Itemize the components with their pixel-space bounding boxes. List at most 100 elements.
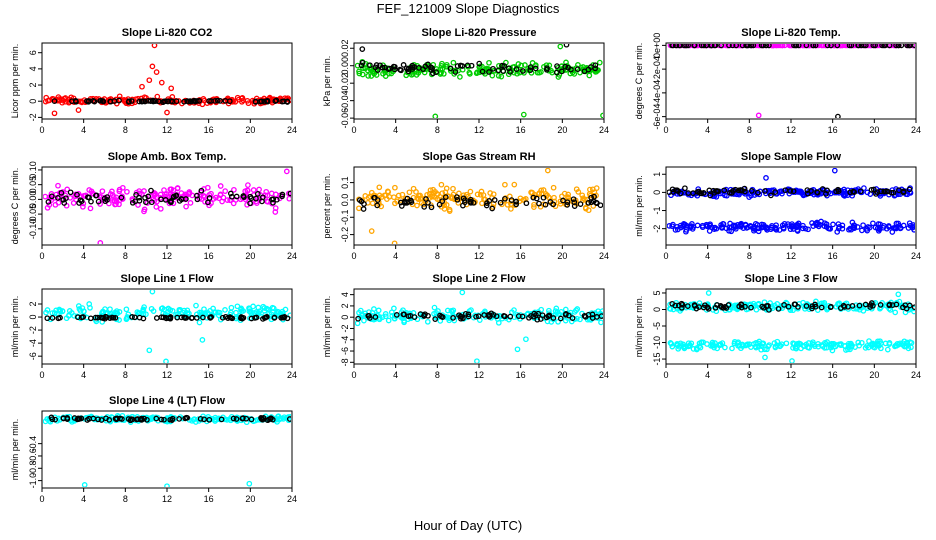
- slope-point: [80, 203, 86, 210]
- mean-point: [64, 415, 71, 421]
- mean-point: [258, 98, 265, 105]
- mean-point: [585, 199, 592, 206]
- slope-point: [773, 222, 779, 229]
- mean-point: [87, 315, 94, 322]
- mean-point: [405, 68, 412, 75]
- y-axis-label: ml/min per min.: [634, 175, 644, 237]
- x-tick-label: 4: [393, 370, 398, 380]
- slope-point: [779, 44, 785, 49]
- slope-point: [274, 308, 281, 315]
- mean-point: [398, 203, 405, 209]
- x-tick-label: 4: [81, 251, 86, 261]
- slope-point: [44, 204, 51, 211]
- y-axis-label: percent per min.: [322, 173, 332, 238]
- slope-outlier-point: [523, 336, 529, 343]
- mean-point: [161, 416, 167, 423]
- mean-point: [208, 314, 215, 320]
- mean-point: [71, 415, 78, 421]
- slope-point: [113, 201, 119, 208]
- slope-point: [113, 194, 120, 201]
- mean-point: [49, 315, 56, 321]
- x-tick-label: 8: [747, 125, 752, 135]
- slope-point: [435, 308, 441, 314]
- slope-point: [842, 343, 848, 349]
- plot-frame: [353, 288, 605, 365]
- slope-point: [207, 307, 213, 314]
- slope-point: [157, 205, 164, 212]
- mean-point: [409, 66, 416, 72]
- slope-point: [596, 59, 603, 66]
- slope-point: [438, 181, 445, 188]
- slope-point: [785, 187, 791, 194]
- slope-point: [582, 204, 589, 211]
- mean-point: [160, 314, 167, 321]
- panel-title: Slope Li-820 CO2: [122, 27, 212, 39]
- x-tick-label: 0: [663, 251, 668, 261]
- mean-point: [855, 44, 862, 49]
- mean-point: [577, 201, 584, 207]
- mean-point: [790, 188, 797, 195]
- mean-point: [73, 98, 79, 105]
- x-tick-label: 8: [435, 251, 440, 261]
- panel-4: Slope Amb. Box Temp. 0 4 8 12 16 20 24 -0.10-0.0…: [10, 151, 297, 261]
- slope-outlier-point: [146, 77, 153, 84]
- mean-point: [530, 313, 537, 320]
- y-tick-label: 0: [340, 315, 350, 320]
- mean-point: [193, 315, 200, 321]
- slope-outlier-point: [97, 240, 104, 244]
- mean-point: [705, 305, 712, 312]
- mean-point: [473, 313, 479, 320]
- slope-point: [280, 416, 287, 422]
- slope-point: [767, 226, 774, 233]
- mean-point: [748, 304, 754, 311]
- slope-point: [489, 72, 496, 79]
- y-tick-label: -0.1: [340, 210, 350, 226]
- slope-outlier-point: [51, 110, 58, 117]
- slope-point: [468, 307, 474, 313]
- mean-point: [787, 188, 794, 194]
- x-tick-label: 4: [81, 125, 86, 135]
- slope-point: [836, 223, 843, 230]
- mean-point: [545, 313, 552, 319]
- slope-point: [754, 222, 761, 228]
- mean-point: [835, 188, 842, 195]
- mean-point: [684, 303, 691, 309]
- mean-point: [519, 313, 526, 320]
- slope-point: [52, 201, 59, 208]
- y-tick-label: 0.1: [340, 176, 350, 189]
- x-tick-label: 24: [287, 251, 297, 261]
- x-tick-label: 16: [204, 125, 214, 135]
- mean-point: [229, 193, 235, 200]
- mean-point: [491, 197, 498, 203]
- panel-title: Slope Line 3 Flow: [745, 273, 838, 285]
- slope-point: [193, 311, 200, 318]
- mean-point: [828, 44, 834, 49]
- y-axis-label: Licor ppm per min.: [10, 44, 20, 119]
- slope-outlier-point: [153, 69, 160, 75]
- slope-point: [228, 304, 235, 311]
- mean-point: [150, 97, 156, 104]
- slope-point: [758, 224, 765, 231]
- mean-point: [454, 63, 461, 69]
- slope-outlier-point: [158, 79, 165, 86]
- x-tick-label: 4: [393, 251, 398, 261]
- mean-point: [900, 188, 907, 195]
- slope-point: [799, 225, 806, 232]
- mean-point: [421, 313, 427, 319]
- x-tick-label: 24: [911, 251, 921, 261]
- mean-point: [834, 44, 841, 49]
- mean-point: [194, 192, 200, 199]
- mean-point: [432, 316, 439, 322]
- slope-point: [687, 223, 693, 230]
- mean-point: [367, 62, 373, 69]
- mean-point: [735, 187, 742, 194]
- x-tick-label: 12: [162, 494, 172, 504]
- slope-point: [778, 341, 785, 348]
- mean-point: [564, 202, 571, 208]
- slope-point: [154, 198, 160, 205]
- mean-point: [158, 416, 165, 423]
- y-axis-label: ml/min per min.: [10, 419, 20, 481]
- mean-point: [60, 197, 67, 203]
- mean-point: [523, 200, 530, 207]
- mean-point: [372, 314, 379, 320]
